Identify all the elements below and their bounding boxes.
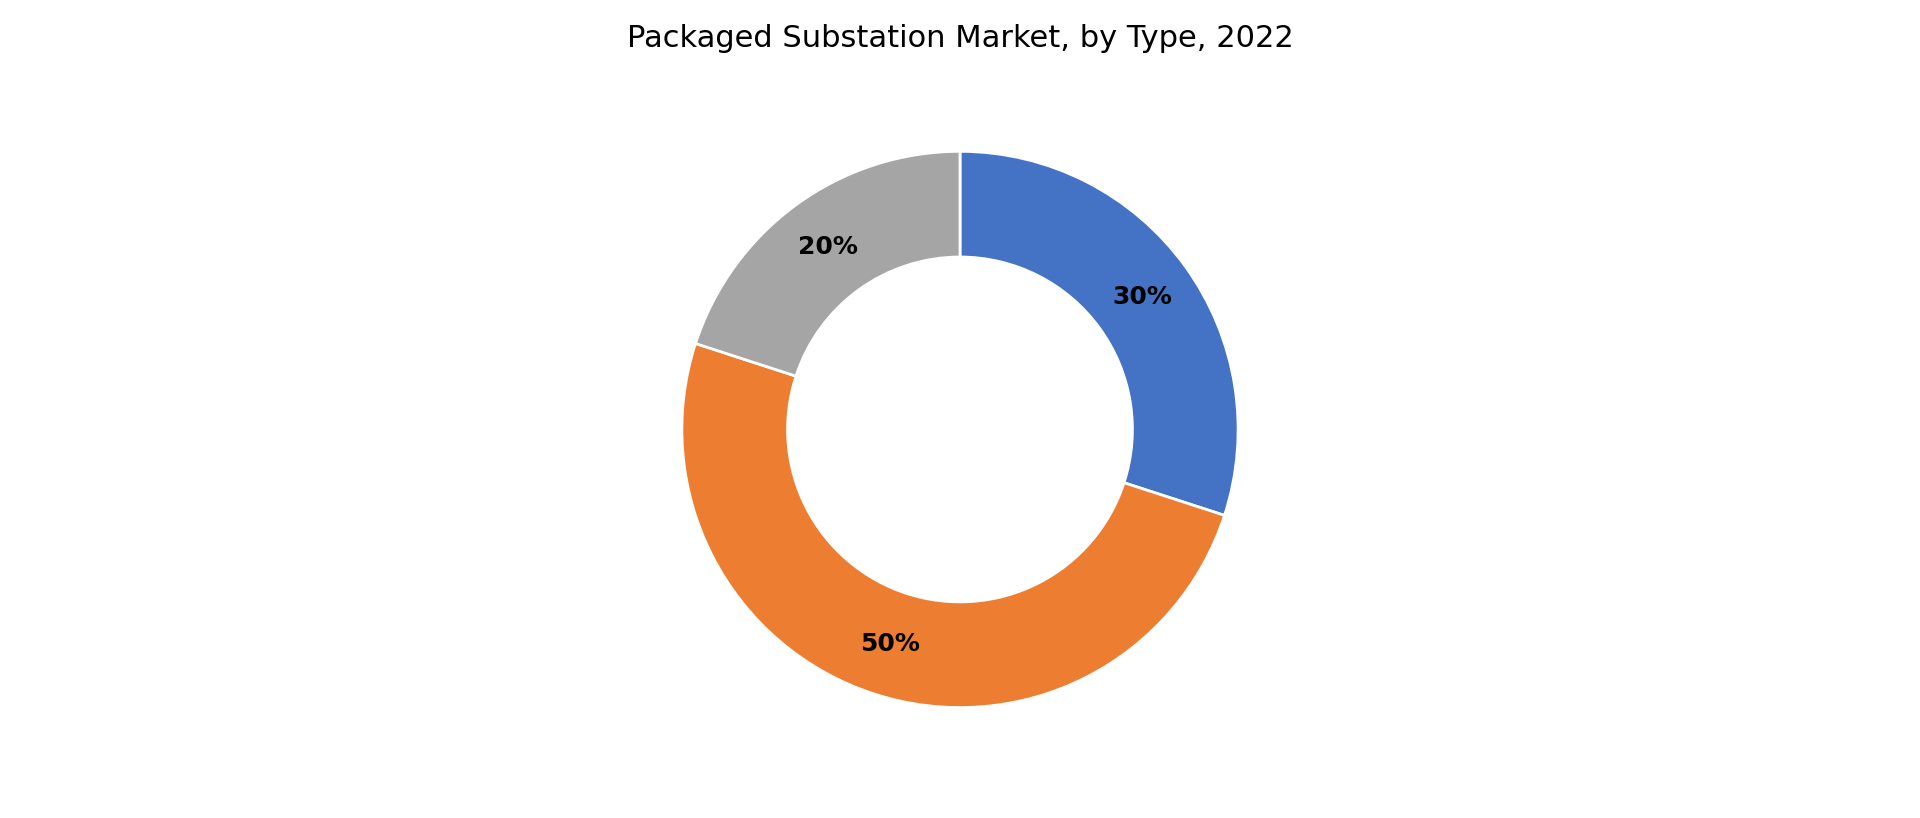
Wedge shape [960, 151, 1238, 515]
Title: Packaged Substation Market, by Type, 2022: Packaged Substation Market, by Type, 202… [626, 24, 1294, 53]
Wedge shape [682, 344, 1225, 708]
Wedge shape [695, 151, 960, 376]
Text: 30%: 30% [1112, 285, 1173, 309]
Text: 50%: 50% [860, 631, 920, 656]
Text: 20%: 20% [797, 236, 858, 259]
